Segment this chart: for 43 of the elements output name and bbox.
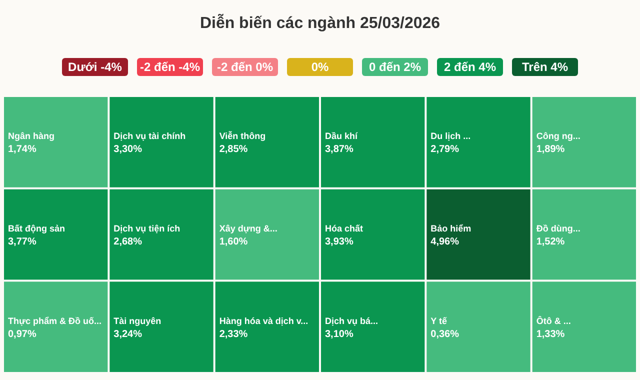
data-label: 0,36% [430,328,460,340]
data-label: 1,52% [536,236,565,248]
category-label: Y tế [430,316,448,326]
data-label: 3,24% [114,328,142,340]
category-label: Ngân hàng [8,131,54,142]
data-label: 3,77% [8,236,36,248]
category-label: Dịch vụ tài chính [114,131,186,142]
data-label: 2,85% [219,144,248,156]
data-label: 3,93% [325,236,354,248]
data-label: 1,33% [536,328,565,340]
category-label: Đồ dùng... [536,224,580,234]
data-label: 2,79% [430,144,460,156]
data-label: 1,74% [8,144,36,156]
text: 0% [311,60,329,74]
data-label: 2,33% [219,328,248,340]
category-label: Dầu khí [325,131,358,142]
data-label: 3,10% [325,328,354,340]
category-label: Tài nguyên [114,316,162,326]
category-label: Dịch vụ bá... [325,316,378,326]
category-label: Thực phẩm & Đồ uố... [8,316,102,326]
category-label: Hàng hóa và dịch v... [219,316,308,326]
text: 2 đến 4% [444,60,496,74]
data-label: 1,89% [536,144,565,156]
category-label: Bất động sản [8,224,66,234]
text: Dưới -4% [68,60,122,74]
data-label: 3,87% [325,144,354,156]
data-label: 0,97% [8,328,36,340]
data-label: 4,96% [430,236,460,248]
category-label: Xây dựng &... [219,224,278,234]
data-label: 1,60% [219,236,248,248]
category-label: Du lịch ... [430,131,471,142]
text: 0 đến 2% [368,60,422,74]
text: Trên 4% [522,60,568,74]
category-label: Ôtô & ... [536,314,571,326]
category-label: Dịch vụ tiện ích [114,224,180,234]
category-label: Bảo hiểm [430,224,472,234]
text: Diễn biến các ngành 25/03/2026 [200,13,440,32]
category-label: Công ng... [536,131,580,142]
category-label: Hóa chất [325,224,364,234]
data-label: 2,68% [114,236,142,248]
data-label: 3,30% [114,144,142,156]
category-label: Viễn thông [219,131,266,142]
text: -2 đến 0% [216,60,274,74]
